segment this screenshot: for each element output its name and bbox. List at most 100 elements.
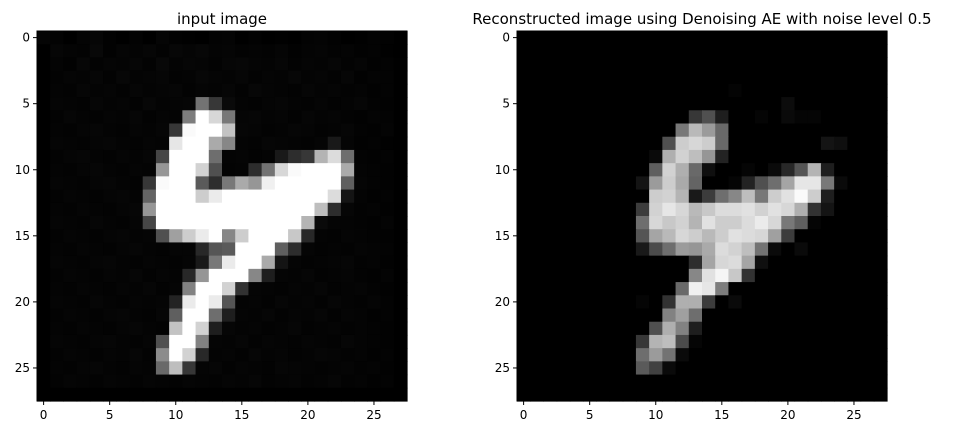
pixel-cell bbox=[129, 163, 144, 177]
pixel-cell bbox=[583, 110, 597, 125]
pixel-cell bbox=[741, 268, 756, 283]
pixel-cell bbox=[248, 282, 263, 296]
pixel-cell bbox=[274, 110, 289, 125]
pixel-cell bbox=[248, 97, 263, 111]
pixel-cell bbox=[569, 295, 584, 310]
pixel-cell bbox=[142, 255, 157, 270]
pixel-cell bbox=[728, 229, 743, 244]
pixel-cell bbox=[530, 202, 545, 217]
pixel-cell bbox=[195, 136, 210, 151]
pixel-cell bbox=[596, 136, 611, 151]
pixel-cell bbox=[327, 163, 342, 177]
pixel-cell bbox=[76, 149, 91, 164]
pixel-cell bbox=[235, 149, 250, 164]
pixel-cell bbox=[261, 97, 276, 111]
pixel-cell bbox=[195, 361, 210, 376]
pixel-cell bbox=[340, 229, 355, 244]
pixel-cell bbox=[274, 334, 289, 349]
pixel-cell bbox=[794, 57, 809, 72]
pixel-cell bbox=[583, 70, 597, 85]
pixel-cell bbox=[261, 176, 276, 191]
pixel-cell bbox=[622, 268, 637, 283]
x-tick-label: 0 bbox=[520, 408, 528, 422]
pixel-cell bbox=[794, 348, 809, 362]
pixel-cell bbox=[129, 255, 144, 270]
pixel-cell bbox=[393, 83, 408, 98]
pixel-cell bbox=[103, 295, 117, 310]
pixel-cell bbox=[393, 189, 408, 204]
pixel-cell bbox=[261, 189, 276, 204]
pixel-cell bbox=[37, 361, 51, 376]
pixel-cell bbox=[530, 242, 545, 257]
pixel-cell bbox=[116, 387, 131, 402]
pixel-cell bbox=[873, 123, 888, 138]
pixel-cell bbox=[169, 44, 183, 59]
pixel-cell bbox=[63, 229, 78, 244]
pixel-cell bbox=[794, 334, 809, 349]
pixel-cell bbox=[142, 361, 157, 376]
pixel-cell bbox=[741, 361, 756, 376]
y-tick-label: 20 bbox=[495, 295, 510, 309]
pixel-cell bbox=[556, 295, 571, 310]
pixel-cell bbox=[50, 57, 65, 72]
pixel-cell bbox=[781, 57, 796, 72]
pixel-cell bbox=[807, 31, 822, 45]
pixel-cell bbox=[261, 31, 276, 45]
pixel-cell bbox=[37, 216, 51, 230]
pixel-cell bbox=[76, 295, 91, 310]
pixel-cell bbox=[354, 255, 368, 270]
pixel-cell bbox=[596, 176, 611, 191]
pixel-cell bbox=[195, 202, 210, 217]
pixel-cell bbox=[596, 97, 611, 111]
pixel-cell bbox=[622, 361, 637, 376]
pixel-cell bbox=[754, 282, 769, 296]
pixel-cell bbox=[860, 374, 875, 389]
pixel-cell bbox=[847, 176, 862, 191]
pixel-cell bbox=[741, 163, 756, 177]
pixel-cell bbox=[142, 123, 157, 138]
pixel-cell bbox=[622, 387, 637, 402]
pixel-cell bbox=[182, 387, 197, 402]
pixel-cell bbox=[596, 308, 611, 323]
pixel-cell bbox=[208, 216, 223, 230]
pixel-cell bbox=[222, 149, 236, 164]
pixel-cell bbox=[847, 44, 862, 59]
pixel-cell bbox=[129, 387, 144, 402]
pixel-cell bbox=[142, 334, 157, 349]
pixel-cell bbox=[393, 387, 408, 402]
pixel-cell bbox=[649, 374, 663, 389]
pixel-cell bbox=[182, 83, 197, 98]
pixel-cell bbox=[715, 136, 730, 151]
pixel-cell bbox=[63, 268, 78, 283]
pixel-cell bbox=[688, 202, 703, 217]
pixel-cell bbox=[155, 295, 170, 310]
pixel-cell bbox=[129, 202, 144, 217]
pixel-cell bbox=[327, 149, 342, 164]
pixel-cell bbox=[543, 123, 558, 138]
pixel-cell bbox=[340, 308, 355, 323]
pixel-cell bbox=[50, 110, 65, 125]
pixel-cell bbox=[635, 295, 650, 310]
pixel-cell bbox=[103, 31, 117, 45]
pixel-cell bbox=[182, 163, 197, 177]
pixel-cell bbox=[688, 44, 703, 59]
pixel-cell bbox=[63, 110, 78, 125]
pixel-cell bbox=[63, 70, 78, 85]
pixel-cell bbox=[741, 70, 756, 85]
pixel-cell bbox=[169, 163, 183, 177]
pixel-cell bbox=[662, 374, 677, 389]
pixel-cell bbox=[314, 176, 329, 191]
pixel-cell bbox=[116, 216, 131, 230]
pixel-cell bbox=[702, 229, 716, 244]
pixel-cell bbox=[794, 189, 809, 204]
pixel-cell bbox=[380, 321, 395, 336]
pixel-cell bbox=[261, 348, 276, 362]
pixel-cell bbox=[728, 268, 743, 283]
pixel-cell bbox=[609, 189, 624, 204]
pixel-cell bbox=[129, 44, 144, 59]
pixel-cell bbox=[367, 361, 382, 376]
pixel-cell bbox=[873, 255, 888, 270]
pixel-cell bbox=[556, 255, 571, 270]
pixel-cell bbox=[340, 348, 355, 362]
pixel-cell bbox=[235, 70, 250, 85]
